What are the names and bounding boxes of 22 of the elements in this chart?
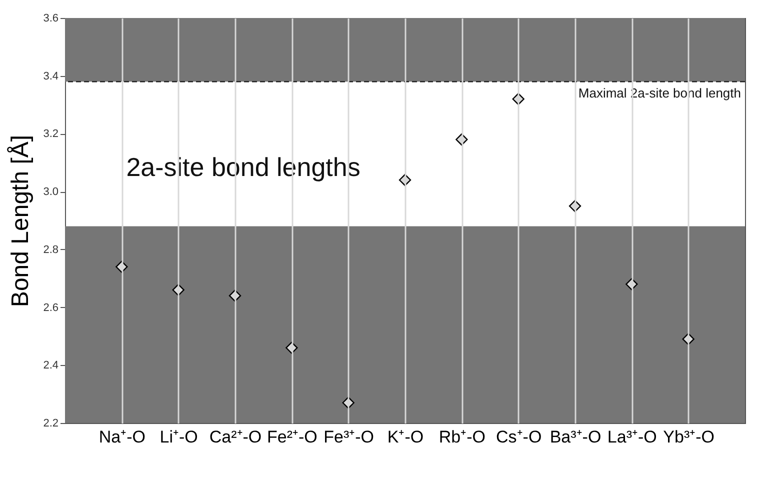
x-tick-label: Na⁺-O	[98, 428, 146, 446]
x-tick-label: Li⁺-O	[160, 428, 198, 446]
ref-line-label: Maximal 2a-site bond length	[578, 86, 741, 101]
y-tick-label: 2.6	[43, 302, 58, 314]
annotation: 2a-site bond lengths	[126, 152, 360, 182]
x-tick-label: Fe³⁺-O	[324, 428, 374, 446]
y-axis-title: Bond Length [Å]	[7, 134, 34, 308]
x-tick-label: Cs⁺-O	[496, 428, 542, 446]
y-tick-label: 3.0	[43, 186, 58, 198]
y-tick-label: 3.2	[43, 128, 58, 140]
y-tick-label: 2.2	[43, 418, 58, 430]
y-tick-label: 2.8	[43, 244, 58, 256]
y-tick-label: 3.6	[43, 12, 58, 24]
x-tick-label: Rb⁺-O	[438, 428, 486, 446]
x-tick-label: Ca²⁺-O	[209, 428, 262, 446]
x-tick-label: La³⁺-O	[607, 428, 657, 446]
x-tick-label: Ba³⁺-O	[550, 428, 602, 446]
x-tick-label: K⁺-O	[387, 428, 424, 446]
x-tick-label: Fe²⁺-O	[266, 428, 318, 446]
x-tick-label: Yb³⁺-O	[663, 428, 715, 446]
y-tick-label: 3.4	[43, 70, 58, 82]
y-tick-label: 2.4	[43, 360, 58, 372]
